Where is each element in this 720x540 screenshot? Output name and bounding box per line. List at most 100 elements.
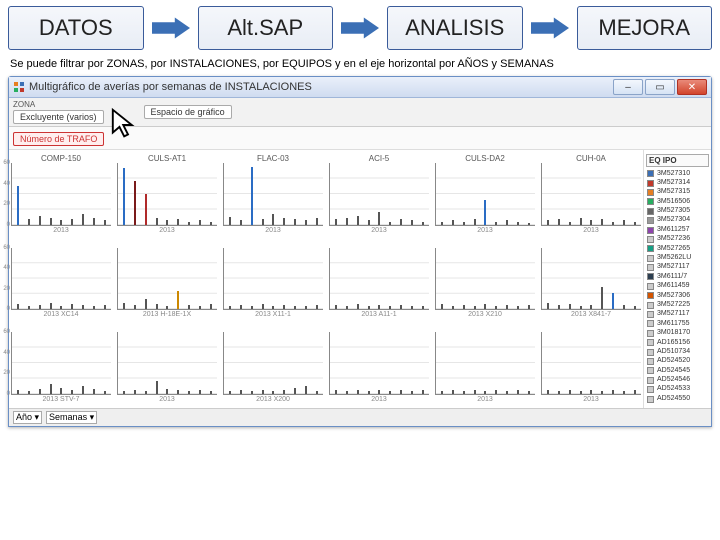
legend-item[interactable]: 3M611755 [646, 319, 709, 328]
legend-swatch [647, 358, 654, 365]
legend-item[interactable]: 3M527265 [646, 244, 709, 253]
close-button[interactable]: ✕ [677, 79, 707, 95]
legend-item[interactable]: AD524546 [646, 376, 709, 385]
legend-item[interactable]: 3M611257 [646, 225, 709, 234]
legend-label: AD524520 [657, 357, 690, 365]
legend-swatch [647, 311, 654, 318]
panel-footer: 2013 [435, 396, 535, 404]
chart-panel: 2013 X841-7 [541, 239, 641, 320]
year-selector[interactable]: Año ▾ [13, 411, 42, 424]
panel-footer: 2013 [117, 396, 217, 404]
legend-swatch [647, 330, 654, 337]
legend-item[interactable]: 3M611459 [646, 282, 709, 291]
app-icon [13, 81, 25, 93]
panel-plot[interactable] [329, 248, 429, 311]
legend-item[interactable]: AD524550 [646, 394, 709, 403]
panel-footer: 2013 [329, 227, 429, 235]
panel-title: COMP-150 [11, 154, 111, 162]
chart-panel: FLAC-032013 [223, 154, 323, 235]
panel-plot[interactable] [329, 332, 429, 395]
legend-item[interactable]: AD165156 [646, 338, 709, 347]
legend-item[interactable]: 3M6111/7 [646, 272, 709, 281]
legend-label: 3M527265 [657, 245, 690, 253]
chart-panel: 2013 A11-1 [329, 239, 429, 320]
panel-footer: 2013 [541, 227, 641, 235]
legend-item[interactable]: 3M516506 [646, 197, 709, 206]
legend-item[interactable]: 3M527315 [646, 188, 709, 197]
legend-label: 3M611755 [657, 320, 690, 328]
legend-item[interactable]: 3M527314 [646, 178, 709, 187]
panel-plot[interactable] [117, 248, 217, 311]
chart-panel: 2013 [435, 323, 535, 404]
chart-panel: 02040602013 STV-7 [11, 323, 111, 404]
legend-swatch [647, 283, 654, 290]
legend-item[interactable]: 3M5262LU [646, 254, 709, 263]
legend-swatch [647, 377, 654, 384]
legend-item[interactable]: 3M527225 [646, 300, 709, 309]
panel-plot[interactable]: 0204060 [11, 163, 111, 226]
panel-footer: 2013 STV-7 [11, 396, 111, 404]
legend-label: 3M527314 [657, 179, 690, 187]
panel-plot[interactable]: 0204060 [11, 248, 111, 311]
legend-swatch [647, 367, 654, 374]
legend-swatch [647, 245, 654, 252]
panel-plot[interactable] [117, 163, 217, 226]
legend-item[interactable]: 3M527117 [646, 263, 709, 272]
panel-title [329, 323, 429, 331]
legend-swatch [647, 180, 654, 187]
arrow-icon [341, 17, 379, 39]
legend-swatch [647, 320, 654, 327]
legend-label: AD510734 [657, 348, 690, 356]
panel-footer: 2013 [541, 396, 641, 404]
measure-pill[interactable]: Número de TRAFO [13, 132, 104, 146]
panel-plot[interactable] [117, 332, 217, 395]
legend-item[interactable]: 3M527117 [646, 310, 709, 319]
legend-label: AD524546 [657, 376, 690, 384]
legend-item[interactable]: AD510734 [646, 347, 709, 356]
legend-item[interactable]: 3M527305 [646, 207, 709, 216]
chart-panel: 2013 X11-1 [223, 239, 323, 320]
legend-label: AD524533 [657, 385, 690, 393]
filter-dropdown[interactable]: Excluyente (varios) [13, 110, 104, 124]
chart-area: COMP-15002040602013CULS-AT12013FLAC-0320… [9, 150, 711, 408]
panel-plot[interactable] [223, 248, 323, 311]
legend-item[interactable]: AD524520 [646, 357, 709, 366]
chart-panel: COMP-15002040602013 [11, 154, 111, 235]
panel-plot[interactable] [329, 163, 429, 226]
toolbar: ZONA Excluyente (varios) Espacio de gráf… [9, 98, 711, 127]
legend-item[interactable]: 3M527304 [646, 216, 709, 225]
panel-plot[interactable] [541, 248, 641, 311]
panel-plot[interactable] [435, 332, 535, 395]
minimize-button[interactable]: – [613, 79, 643, 95]
zona-label: ZONA [13, 100, 104, 109]
panel-footer: 2013 [11, 227, 111, 235]
maximize-button[interactable]: ▭ [645, 79, 675, 95]
chart-panel: ACI-52013 [329, 154, 429, 235]
panel-plot[interactable] [435, 248, 535, 311]
panel-plot[interactable] [541, 163, 641, 226]
legend-item[interactable]: 3M018170 [646, 329, 709, 338]
legend-swatch [647, 273, 654, 280]
panel-plot[interactable] [541, 332, 641, 395]
legend-swatch [647, 339, 654, 346]
panel-title [117, 323, 217, 331]
panel-plot[interactable] [435, 163, 535, 226]
legend-label: 3M527315 [657, 188, 690, 196]
panel-footer: 2013 [223, 227, 323, 235]
panel-plot[interactable] [223, 332, 323, 395]
flow-step-mejora: MEJORA [577, 6, 713, 50]
chart-panel: CULS-DA22013 [435, 154, 535, 235]
legend-header[interactable]: EQ IPO [646, 154, 709, 167]
legend-label: AD524550 [657, 395, 690, 403]
legend-swatch [647, 227, 654, 234]
legend-item[interactable]: 3M527310 [646, 169, 709, 178]
week-selector[interactable]: Semanas ▾ [46, 411, 97, 424]
legend-item[interactable]: 3M527236 [646, 235, 709, 244]
panel-plot[interactable] [223, 163, 323, 226]
panel-plot[interactable]: 0204060 [11, 332, 111, 395]
legend-label: 3M527117 [657, 310, 690, 318]
legend-item[interactable]: AD524533 [646, 385, 709, 394]
legend-item[interactable]: AD524545 [646, 366, 709, 375]
legend-swatch [647, 208, 654, 215]
legend-item[interactable]: 3M527306 [646, 291, 709, 300]
